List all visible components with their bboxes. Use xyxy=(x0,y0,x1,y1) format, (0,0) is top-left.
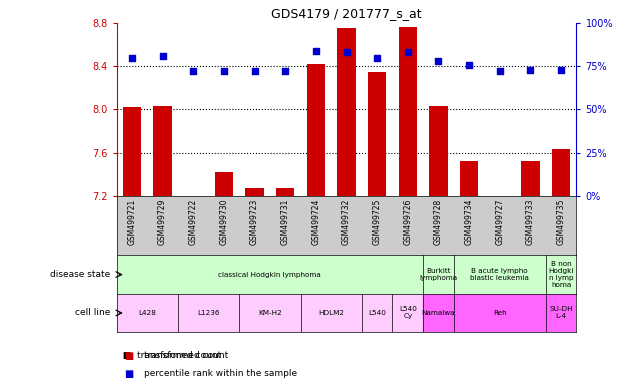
Point xyxy=(433,58,444,64)
Text: ■  transformed count: ■ transformed count xyxy=(117,351,220,360)
Text: GSM499733: GSM499733 xyxy=(526,199,535,245)
Text: GSM499731: GSM499731 xyxy=(281,199,290,245)
Point xyxy=(372,55,382,61)
Text: Namalwa: Namalwa xyxy=(421,310,455,316)
Bar xyxy=(423,255,454,294)
Bar xyxy=(454,255,546,294)
Text: L540: L540 xyxy=(368,310,386,316)
Text: ■: ■ xyxy=(124,369,134,379)
Text: SU-DH
L-4: SU-DH L-4 xyxy=(549,306,573,319)
Text: L1236: L1236 xyxy=(197,310,220,316)
Text: GSM499725: GSM499725 xyxy=(373,199,382,245)
Bar xyxy=(301,294,362,332)
Text: L540
Cy: L540 Cy xyxy=(399,306,417,319)
Text: L428: L428 xyxy=(138,310,156,316)
Bar xyxy=(460,161,478,196)
Text: disease state: disease state xyxy=(50,270,110,279)
Point xyxy=(403,50,413,56)
Bar xyxy=(276,188,294,196)
Point xyxy=(188,68,198,74)
Title: GDS4179 / 201777_s_at: GDS4179 / 201777_s_at xyxy=(271,7,422,20)
Bar xyxy=(337,28,356,196)
Bar xyxy=(153,106,172,196)
Point xyxy=(495,68,505,74)
Text: GSM499726: GSM499726 xyxy=(403,199,412,245)
Point xyxy=(525,67,536,73)
Bar xyxy=(392,294,423,332)
Text: GSM499730: GSM499730 xyxy=(219,199,228,245)
Text: KM-H2: KM-H2 xyxy=(258,310,282,316)
Bar xyxy=(521,161,540,196)
Text: B non
Hodgki
n lymp
homa: B non Hodgki n lymp homa xyxy=(549,261,574,288)
Text: cell line: cell line xyxy=(75,308,110,318)
Text: classical Hodgkin lymphoma: classical Hodgkin lymphoma xyxy=(219,271,321,278)
Point xyxy=(127,55,137,61)
Text: B acute lympho
blastic leukemia: B acute lympho blastic leukemia xyxy=(471,268,529,281)
Bar xyxy=(307,64,325,196)
Text: GSM499724: GSM499724 xyxy=(311,199,320,245)
Text: GSM499721: GSM499721 xyxy=(127,199,136,245)
Text: HDLM2: HDLM2 xyxy=(318,310,344,316)
Point xyxy=(341,50,352,56)
Text: Burkitt
lymphoma: Burkitt lymphoma xyxy=(420,268,457,281)
Text: GSM499734: GSM499734 xyxy=(465,199,474,245)
Point xyxy=(219,68,229,74)
Bar xyxy=(239,294,301,332)
Point xyxy=(158,53,168,59)
Bar xyxy=(454,294,546,332)
Point xyxy=(556,67,566,73)
Bar xyxy=(362,294,392,332)
Text: GSM499729: GSM499729 xyxy=(158,199,167,245)
Text: GSM499722: GSM499722 xyxy=(189,199,198,245)
Point xyxy=(280,68,290,74)
Bar xyxy=(245,188,264,196)
Point xyxy=(464,61,474,68)
Bar xyxy=(423,294,454,332)
Text: GSM499735: GSM499735 xyxy=(557,199,566,245)
Text: ■: ■ xyxy=(124,351,134,361)
Bar xyxy=(215,172,233,196)
Text: Reh: Reh xyxy=(493,310,507,316)
Text: GSM499728: GSM499728 xyxy=(434,199,443,245)
Text: GSM499727: GSM499727 xyxy=(495,199,504,245)
Bar xyxy=(184,196,202,197)
Bar xyxy=(178,294,239,332)
Bar xyxy=(399,27,417,196)
Bar xyxy=(123,107,141,196)
Text: transformed count: transformed count xyxy=(144,351,228,360)
Bar xyxy=(117,294,178,332)
Bar xyxy=(117,255,423,294)
Text: GSM499732: GSM499732 xyxy=(342,199,351,245)
Text: GSM499723: GSM499723 xyxy=(250,199,259,245)
Bar xyxy=(552,149,570,196)
Text: percentile rank within the sample: percentile rank within the sample xyxy=(144,369,297,377)
Bar xyxy=(368,72,386,196)
Bar xyxy=(429,106,448,196)
Bar xyxy=(491,196,509,197)
Point xyxy=(249,68,260,74)
Point xyxy=(311,48,321,54)
Bar xyxy=(546,294,576,332)
Bar xyxy=(546,255,576,294)
